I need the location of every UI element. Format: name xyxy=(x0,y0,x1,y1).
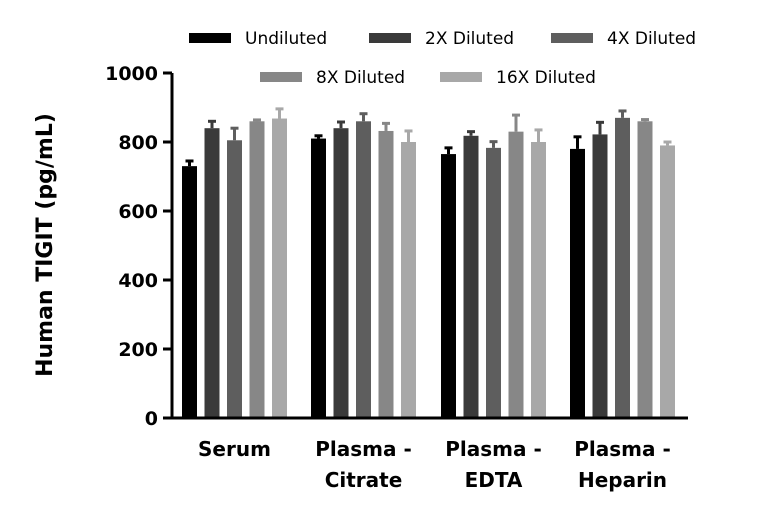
legend-label: 4X Diluted xyxy=(607,29,696,49)
bar xyxy=(441,154,456,418)
x-tick-label: Plasma - xyxy=(574,437,671,461)
legend-swatch xyxy=(369,33,411,43)
bar xyxy=(486,147,501,419)
bar xyxy=(227,140,242,418)
bar xyxy=(182,166,197,418)
x-axis: Serum Plasma - Citrate Plasma - EDTA Plasma -… xyxy=(170,416,688,492)
bar xyxy=(592,134,608,418)
x-tick-label: Citrate xyxy=(325,468,403,492)
legend-swatch xyxy=(260,72,302,82)
y-tick-label: 1000 xyxy=(105,63,158,85)
bar xyxy=(249,121,265,419)
bar xyxy=(615,117,630,418)
bar xyxy=(637,121,653,419)
legend-label: 2X Diluted xyxy=(425,29,514,49)
x-tick-label: Heparin xyxy=(578,468,667,492)
legend-swatch xyxy=(440,72,482,82)
y-tick-label: 600 xyxy=(118,201,158,223)
bar xyxy=(378,130,394,418)
legend: Undiluted 2X Diluted 4X Diluted 8X Diluted 1… xyxy=(189,29,696,88)
bar xyxy=(660,145,675,418)
x-tick-label: Serum xyxy=(198,437,271,461)
bar xyxy=(463,135,479,419)
legend-label: 16X Diluted xyxy=(496,68,596,88)
bar xyxy=(570,148,585,418)
bar xyxy=(204,128,220,418)
y-axis-label: Human TIGIT (pg/mL) xyxy=(33,113,58,377)
x-tick-label: Plasma - xyxy=(315,437,412,461)
legend-label: Undiluted xyxy=(245,29,327,49)
x-tick-label: Plasma - xyxy=(445,437,542,461)
y-tick-label: 0 xyxy=(145,408,158,430)
bar xyxy=(356,121,371,419)
bars xyxy=(182,107,675,419)
legend-label: 8X Diluted xyxy=(316,68,405,88)
y-tick-label: 200 xyxy=(118,339,158,361)
y-tick-label: 400 xyxy=(118,270,158,292)
bar xyxy=(311,138,326,419)
x-tick-label: EDTA xyxy=(465,468,523,492)
legend-swatch xyxy=(551,33,593,43)
legend-swatch xyxy=(189,33,231,43)
bar xyxy=(508,131,524,418)
y-tick-label: 800 xyxy=(118,132,158,154)
bar xyxy=(401,142,416,418)
y-axis: 0 200 400 600 800 1000 xyxy=(105,63,174,430)
bar xyxy=(531,142,546,418)
bar xyxy=(272,118,287,418)
bar xyxy=(333,128,349,418)
